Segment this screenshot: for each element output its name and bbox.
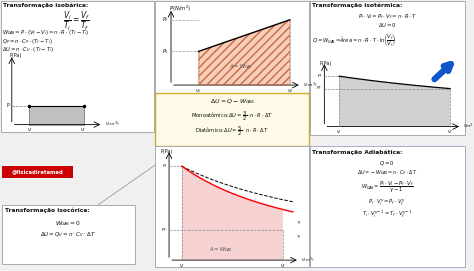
Text: $P_f$: $P_f$ bbox=[316, 85, 322, 92]
Text: $V(m^3)$: $V(m^3)$ bbox=[303, 80, 317, 90]
Bar bbox=[155, 146, 309, 267]
Text: $P_i \cdot V_i^\gamma = P_f \cdot V_f^\gamma$: $P_i \cdot V_i^\gamma = P_f \cdot V_f^\g… bbox=[368, 198, 406, 208]
Text: $V_i$: $V_i$ bbox=[179, 262, 185, 270]
Text: $P_f$: $P_f$ bbox=[161, 227, 167, 234]
Text: $Q = W_{G\!A\!S} = \!\! \acute{A}rea = n \cdot R \cdot T \cdot \ln\!\left(\!\dfr: $Q = W_{G\!A\!S} = \!\! \acute{A}rea = n… bbox=[311, 31, 396, 48]
Text: $T_i$: $T_i$ bbox=[296, 233, 301, 241]
Polygon shape bbox=[199, 20, 290, 85]
Text: $P_i \cdot V_i = P_f \cdot V_f = n \cdot R \cdot T$: $P_i \cdot V_i = P_f \cdot V_f = n \cdot… bbox=[358, 12, 417, 21]
Text: Transformação isocórica:: Transformação isocórica: bbox=[5, 208, 90, 213]
Text: $T_i \cdot V_i^{\gamma-1} = T_f \cdot V_f^{\gamma-1}$: $T_i \cdot V_i^{\gamma-1} = T_f \cdot V_… bbox=[362, 209, 413, 220]
Text: Transformação Adiabática:: Transformação Adiabática: bbox=[311, 149, 402, 155]
Text: $V_2$: $V_2$ bbox=[287, 87, 293, 95]
Text: $Q_P = n \cdot C_P \cdot (T_f - T_i)$: $Q_P = n \cdot C_P \cdot (T_f - T_i)$ bbox=[2, 37, 53, 46]
Text: $V_1$: $V_1$ bbox=[195, 87, 202, 95]
Text: P(Pa): P(Pa) bbox=[160, 149, 173, 154]
Bar bbox=[2, 205, 135, 264]
Text: $V(m^3)$: $V(m^3)$ bbox=[105, 120, 119, 129]
Bar bbox=[310, 146, 465, 267]
Text: $\Delta U = Q_V = n \cdot C_V \cdot \Delta T$: $\Delta U = Q_V = n \cdot C_V \cdot \Del… bbox=[40, 230, 96, 239]
Text: $V_i$: $V_i$ bbox=[27, 127, 32, 134]
Text: $\Delta U = Q - W_{G\!A\!S}$: $\Delta U = Q - W_{G\!A\!S}$ bbox=[210, 97, 255, 106]
Text: $V(m^3)$: $V(m^3)$ bbox=[301, 256, 315, 265]
Bar bbox=[2, 166, 73, 178]
Text: $P_2$: $P_2$ bbox=[162, 15, 169, 24]
Polygon shape bbox=[182, 166, 283, 260]
Text: $V_i$: $V_i$ bbox=[336, 128, 342, 136]
Text: $\dfrac{V_i}{T_i} = \dfrac{V_f}{T_f}$: $\dfrac{V_i}{T_i} = \dfrac{V_f}{T_f}$ bbox=[63, 10, 90, 33]
Bar bbox=[29, 106, 83, 125]
Text: Diatômico:$\Delta U = \dfrac{5}{2} \cdot n \cdot R \cdot \Delta T$: Diatômico:$\Delta U = \dfrac{5}{2} \cdot… bbox=[195, 125, 269, 138]
Text: $V_f$: $V_f$ bbox=[80, 127, 87, 134]
Bar bbox=[155, 1, 309, 93]
Text: $\Delta U = 0$: $\Delta U = 0$ bbox=[378, 21, 397, 29]
Text: $W_{G\!A\!S} = P \cdot (V_f - V_i) = n \cdot R \cdot (T_f - T_i)$: $W_{G\!A\!S} = P \cdot (V_f - V_i) = n \… bbox=[2, 28, 90, 37]
Text: $\Delta U = -W_{G\!A\!S} = n \cdot C_V \cdot \Delta T$: $\Delta U = -W_{G\!A\!S} = n \cdot C_V \… bbox=[357, 168, 418, 177]
Text: $P_i$: $P_i$ bbox=[317, 72, 322, 80]
Text: @fisicadiretamed: @fisicadiretamed bbox=[11, 170, 63, 175]
Text: $\Delta U = n \cdot C_V \cdot (T_f - T_i)$: $\Delta U = n \cdot C_V \cdot (T_f - T_i… bbox=[2, 44, 54, 53]
Text: P(Pa): P(Pa) bbox=[10, 53, 22, 59]
Text: $V\!m^3$: $V\!m^3$ bbox=[463, 122, 474, 131]
Text: $A = W_{G\!A\!S}$: $A = W_{G\!A\!S}$ bbox=[229, 62, 253, 71]
Text: $V_f$: $V_f$ bbox=[447, 128, 454, 136]
Text: P: P bbox=[7, 103, 10, 108]
Text: $V_f$: $V_f$ bbox=[280, 262, 286, 270]
Polygon shape bbox=[339, 76, 450, 127]
Text: $W_{G\!A\!S} = \dfrac{P_i \cdot V_i - P_f \cdot V_f}{\gamma - 1}$: $W_{G\!A\!S} = \dfrac{P_i \cdot V_i - P_… bbox=[361, 179, 414, 195]
Text: $A = W_{G\!A\!S}$: $A = W_{G\!A\!S}$ bbox=[209, 245, 233, 254]
Text: $W_{G\!A\!S} = 0$: $W_{G\!A\!S} = 0$ bbox=[55, 220, 81, 228]
Text: Transformação isobárica:: Transformação isobárica: bbox=[3, 3, 88, 8]
Text: $P_i$: $P_i$ bbox=[162, 162, 167, 170]
Text: $Q = 0$: $Q = 0$ bbox=[380, 159, 395, 167]
Text: $T_f$: $T_f$ bbox=[296, 220, 302, 227]
Text: $P_1$: $P_1$ bbox=[162, 47, 169, 56]
Bar bbox=[155, 93, 309, 146]
Bar bbox=[310, 1, 465, 134]
Text: P(Pa): P(Pa) bbox=[319, 61, 332, 66]
Text: Monoatômico:$\Delta U = \dfrac{3}{2} \cdot n \cdot R \cdot \Delta T$: Monoatômico:$\Delta U = \dfrac{3}{2} \cd… bbox=[191, 110, 273, 123]
Text: Transformação isotérmica:: Transformação isotérmica: bbox=[311, 3, 402, 8]
Bar bbox=[1, 1, 155, 131]
Text: $P(N/m^2)$: $P(N/m^2)$ bbox=[169, 4, 191, 14]
